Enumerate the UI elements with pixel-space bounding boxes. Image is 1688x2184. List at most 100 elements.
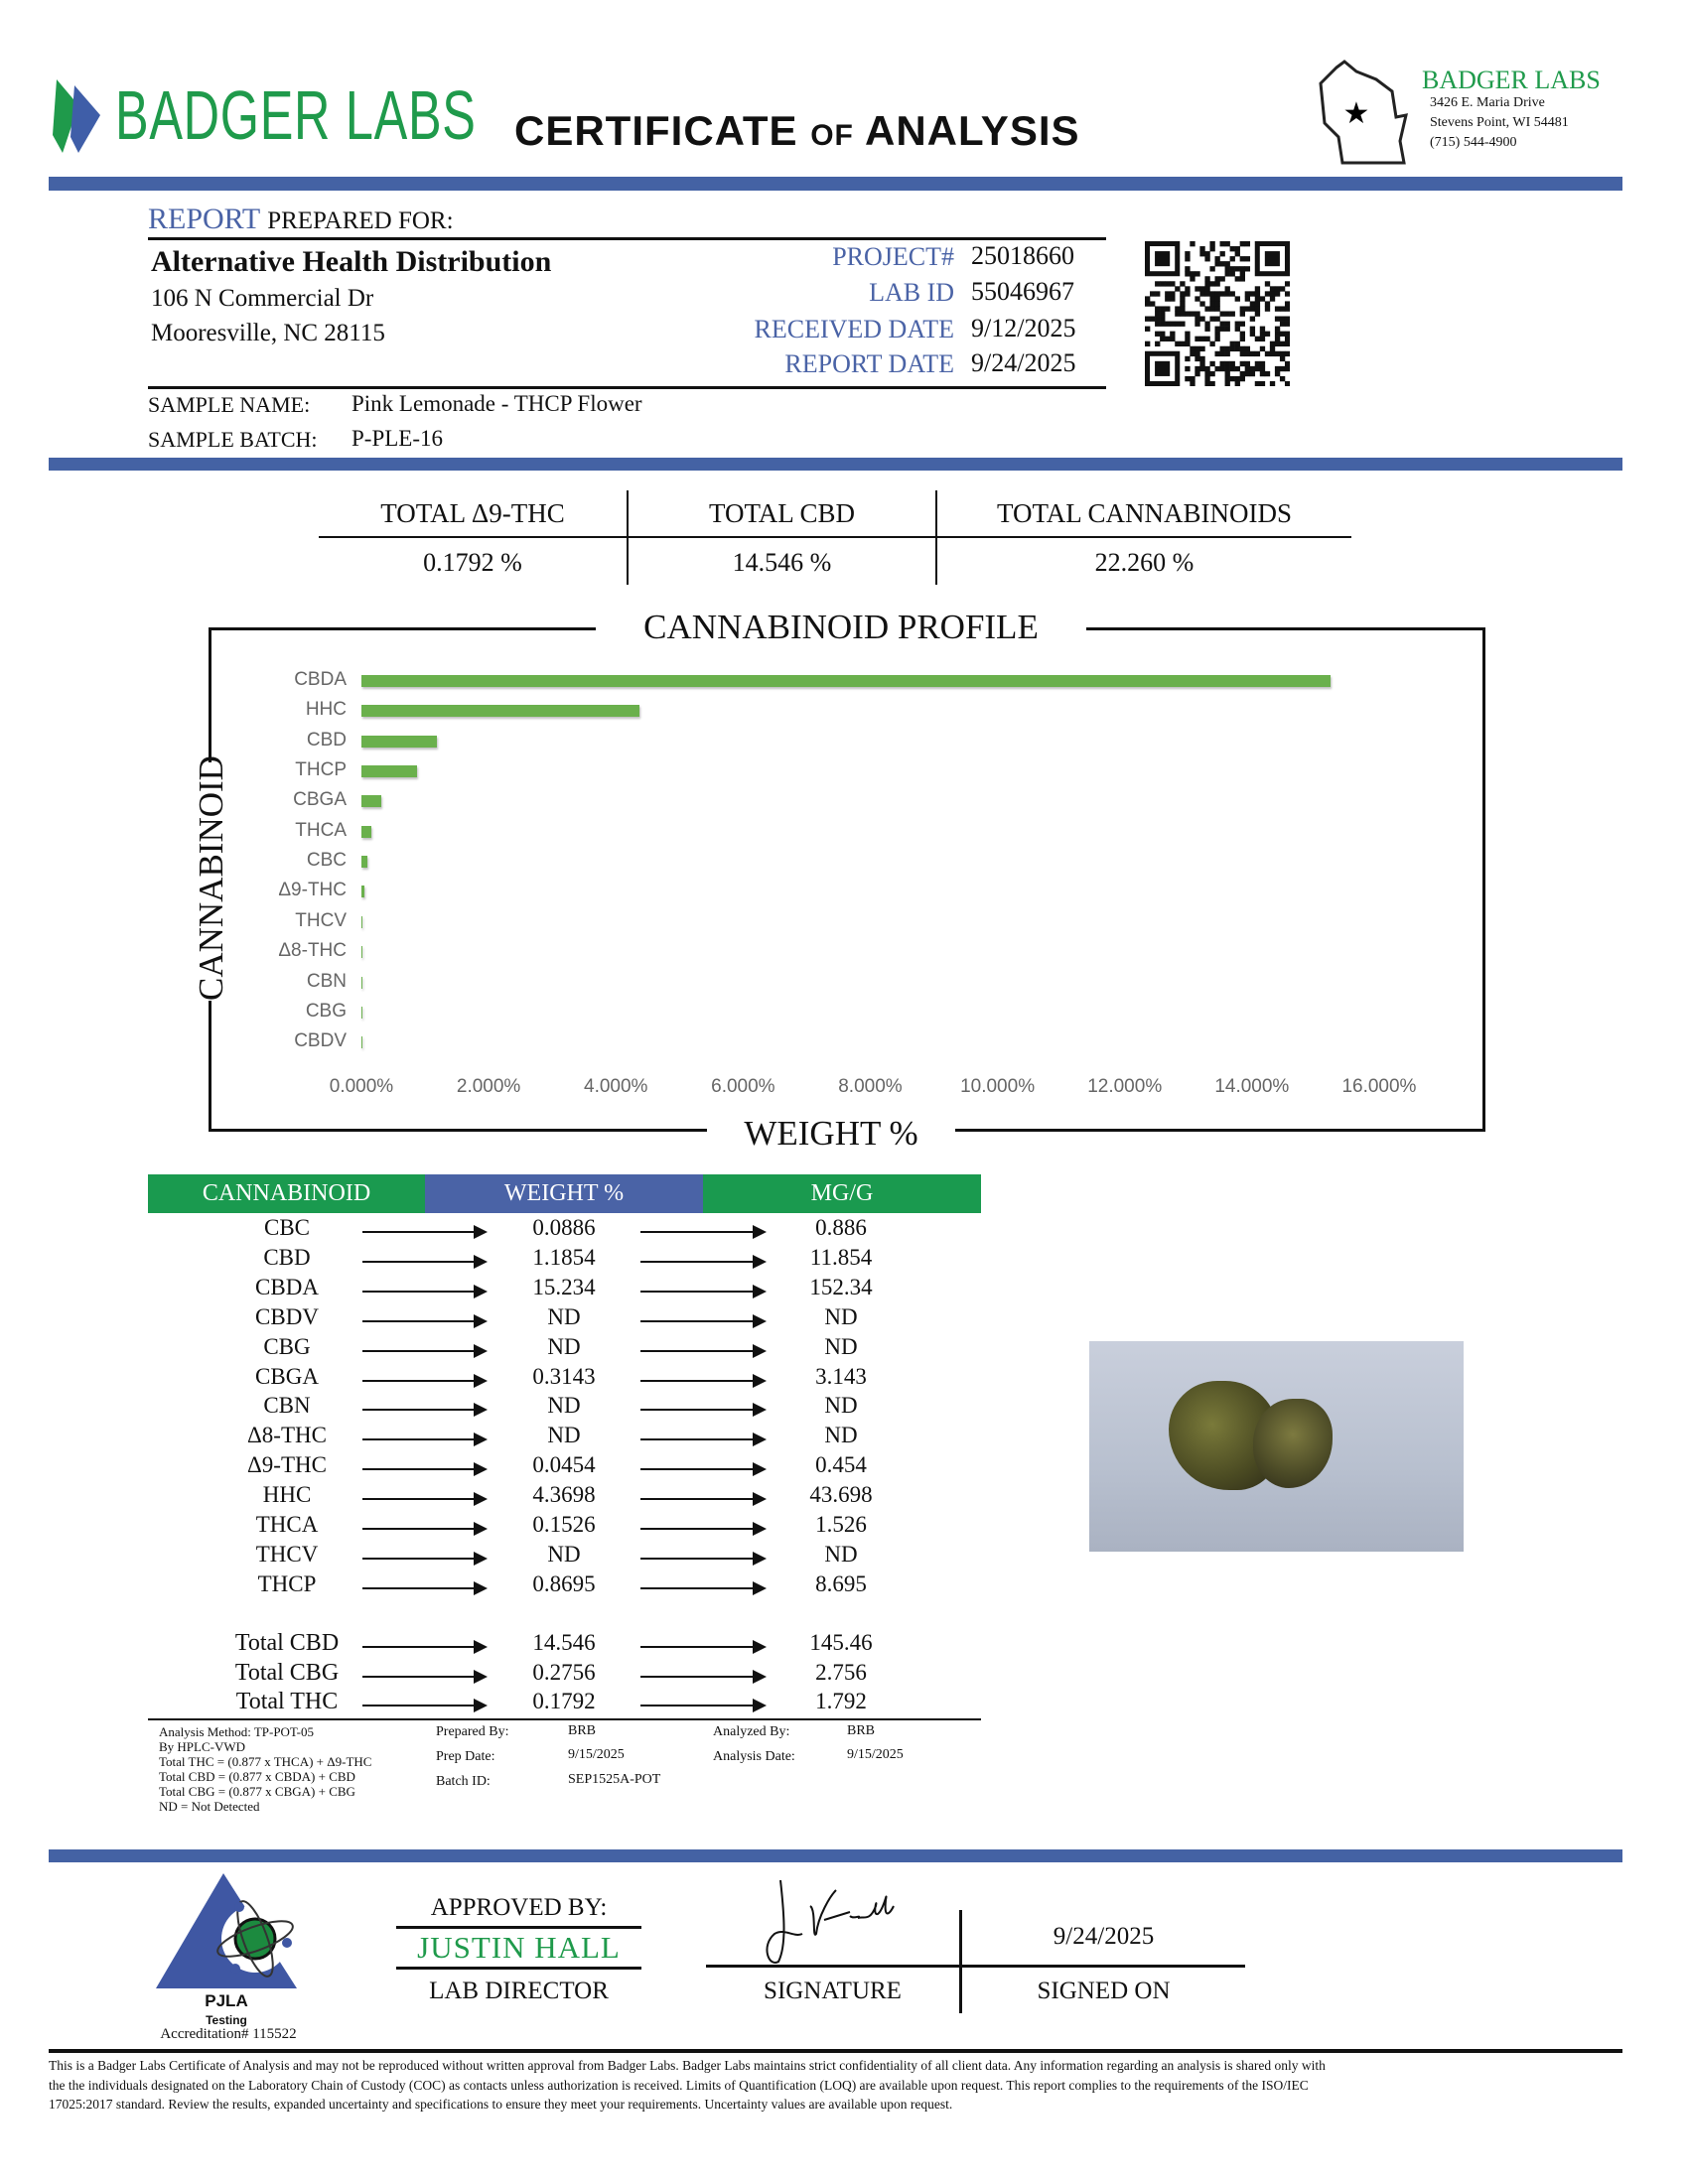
mgg-value: 2.756 — [815, 1659, 867, 1685]
qr-code-icon[interactable] — [1145, 241, 1290, 386]
arrow-icon — [362, 1225, 488, 1239]
analyzed-by: BRB — [847, 1723, 876, 1738]
approved-by-label: APPROVED BY: — [430, 1894, 608, 1921]
lab-id-value: 55046967 — [971, 277, 1074, 306]
chart-category-label: CBGA — [293, 789, 347, 811]
svg-text:★: ★ — [1343, 97, 1370, 130]
arrow-icon — [362, 1640, 488, 1654]
received-date-label: RECEIVED DATE — [754, 315, 954, 343]
arrow-icon — [362, 1699, 488, 1713]
arrow-icon — [362, 1403, 488, 1418]
divider — [627, 490, 629, 585]
header-weight: WEIGHT % — [425, 1174, 703, 1213]
chart-tick-label: 8.000% — [838, 1076, 903, 1097]
lab-address2: Stevens Point, WI 54481 — [1430, 115, 1569, 130]
chart-category-label: CBG — [305, 1000, 347, 1022]
sample-name-label: SAMPLE NAME: — [148, 392, 311, 417]
analysis-date: 9/15/2025 — [847, 1747, 904, 1762]
arrow-icon — [640, 1403, 767, 1418]
chart-bar — [361, 735, 437, 748]
analyzed-by-label: Analyzed By: — [713, 1724, 790, 1739]
weight-value: ND — [547, 1423, 581, 1448]
weight-value: ND — [547, 1541, 581, 1567]
total-cbd-label: TOTAL CBD — [708, 498, 856, 528]
chart-category-label: THCA — [295, 819, 347, 841]
arrow-icon — [362, 1343, 488, 1358]
cannabinoid-name: CBD — [263, 1244, 311, 1270]
divider-bar — [49, 458, 1622, 471]
divider-bar — [49, 1849, 1622, 1862]
arrow-icon — [640, 1669, 767, 1684]
arrow-icon — [640, 1462, 767, 1477]
weight-value: ND — [547, 1393, 581, 1419]
chart-tick-label: 6.000% — [711, 1076, 775, 1097]
rule — [706, 1965, 1245, 1968]
chart-tick-label: 16.000% — [1341, 1076, 1417, 1097]
chart-tick-label: 0.000% — [329, 1076, 394, 1097]
wisconsin-map-icon: ★ — [1319, 60, 1408, 165]
chart-tick-label: 14.000% — [1214, 1076, 1290, 1097]
cannabinoid-name: Total THC — [235, 1689, 339, 1715]
approver-name: JUSTIN HALL — [417, 1930, 621, 1965]
chart-tick-label: 12.000% — [1087, 1076, 1163, 1097]
mgg-value: ND — [824, 1423, 858, 1448]
arrow-icon — [640, 1551, 767, 1566]
cannabinoid-name: THCP — [257, 1570, 317, 1596]
batch-id: SEP1525A-POT — [568, 1772, 661, 1787]
cannabinoid-name: Δ9-THC — [247, 1452, 327, 1478]
chart-category-label: Δ8-THC — [278, 940, 347, 962]
weight-value: 0.1526 — [532, 1512, 596, 1537]
received-date-value: 9/12/2025 — [971, 314, 1076, 342]
project-value: 25018660 — [971, 241, 1074, 270]
signature-image — [766, 1879, 895, 1964]
badger-leaf-logo-icon — [53, 79, 100, 153]
mgg-value: 11.854 — [809, 1244, 873, 1270]
arrow-icon — [362, 1462, 488, 1477]
arrow-icon — [640, 1433, 767, 1447]
arrow-icon — [640, 1522, 767, 1536]
cannabinoid-name: CBDV — [255, 1303, 319, 1329]
chart-tick-label: 4.000% — [584, 1076, 648, 1097]
arrow-icon — [640, 1373, 767, 1388]
project-label: PROJECT# — [832, 242, 954, 271]
mgg-value: 3.143 — [815, 1363, 867, 1389]
weight-value: ND — [547, 1333, 581, 1359]
total-thc-value: 0.1792 % — [423, 548, 522, 577]
chart-category-label: CBDA — [294, 669, 347, 690]
report-date-value: 9/24/2025 — [971, 348, 1076, 377]
prepared-by: BRB — [568, 1723, 597, 1738]
rule — [396, 1926, 641, 1929]
header-mgg: MG/G — [703, 1174, 981, 1213]
lab-address1: 3426 E. Maria Drive — [1430, 95, 1545, 110]
lab-id-label: LAB ID — [869, 278, 954, 307]
cannabinoid-name: CBG — [263, 1333, 311, 1359]
arrow-icon — [640, 1640, 767, 1654]
batch-id-label: Batch ID: — [436, 1774, 491, 1789]
sample-name: Pink Lemonade - THCP Flower — [352, 391, 642, 416]
signed-date: 9/24/2025 — [1053, 1923, 1155, 1950]
mgg-value: 1.792 — [815, 1689, 867, 1714]
header-cannabinoid: CANNABINOID — [148, 1174, 425, 1213]
chart-frame — [209, 627, 1485, 1132]
rule — [148, 1718, 981, 1720]
cannabinoid-name: THCV — [255, 1541, 319, 1567]
arrow-icon — [640, 1225, 767, 1239]
chart-category-label: CBN — [306, 970, 347, 992]
cannabinoid-name: CBC — [263, 1215, 311, 1240]
pjla-text: PJLA — [205, 1991, 248, 2010]
chart-category-label: HHC — [305, 699, 347, 721]
pjla-sub: Testing — [206, 2013, 247, 2027]
signature-label: SIGNATURE — [764, 1978, 902, 2004]
arrow-icon — [640, 1580, 767, 1595]
weight-value: 4.3698 — [532, 1482, 596, 1508]
chart-bar — [361, 795, 382, 808]
cannabinoid-name: HHC — [262, 1482, 312, 1508]
client-name: Alternative Health Distribution — [151, 245, 552, 278]
disclaimer: This is a Badger Labs Certificate of Ana… — [49, 2058, 1326, 2112]
mgg-value: 43.698 — [809, 1482, 873, 1508]
client-address2: Mooresville, NC 28115 — [151, 320, 385, 346]
chart-category-label: Δ9-THC — [278, 880, 347, 901]
prepared-by-label: Prepared By: — [436, 1724, 509, 1739]
rule — [148, 386, 1106, 389]
chart-category-label: CBC — [306, 850, 347, 872]
